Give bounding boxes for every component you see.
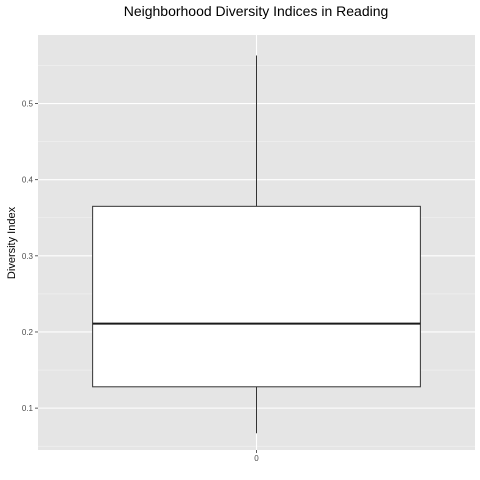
x-tick-label: 0 xyxy=(254,454,259,463)
y-tick-label: 0.1 xyxy=(22,404,34,413)
plot-area: 0.1 0.2 0.3 0.4 0.5 0 xyxy=(22,35,475,463)
y-tick-label: 0.3 xyxy=(22,252,34,261)
y-tick-label: 0.5 xyxy=(22,100,34,109)
chart-title: Neighborhood Diversity Indices in Readin… xyxy=(124,3,389,19)
y-tick-label: 0.4 xyxy=(22,176,34,185)
y-axis-label: Diversity Index xyxy=(6,206,18,279)
y-tick-label: 0.2 xyxy=(22,328,34,337)
iqr-box xyxy=(92,205,421,388)
